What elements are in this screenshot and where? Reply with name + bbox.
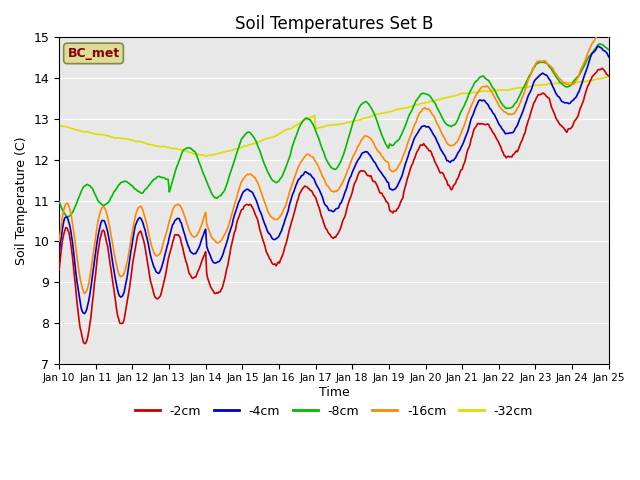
Y-axis label: Soil Temperature (C): Soil Temperature (C) <box>15 136 28 265</box>
Legend: -2cm, -4cm, -8cm, -16cm, -32cm: -2cm, -4cm, -8cm, -16cm, -32cm <box>130 400 538 423</box>
Title: Soil Temperatures Set B: Soil Temperatures Set B <box>235 15 433 33</box>
Text: BC_met: BC_met <box>67 47 120 60</box>
X-axis label: Time: Time <box>319 386 349 399</box>
